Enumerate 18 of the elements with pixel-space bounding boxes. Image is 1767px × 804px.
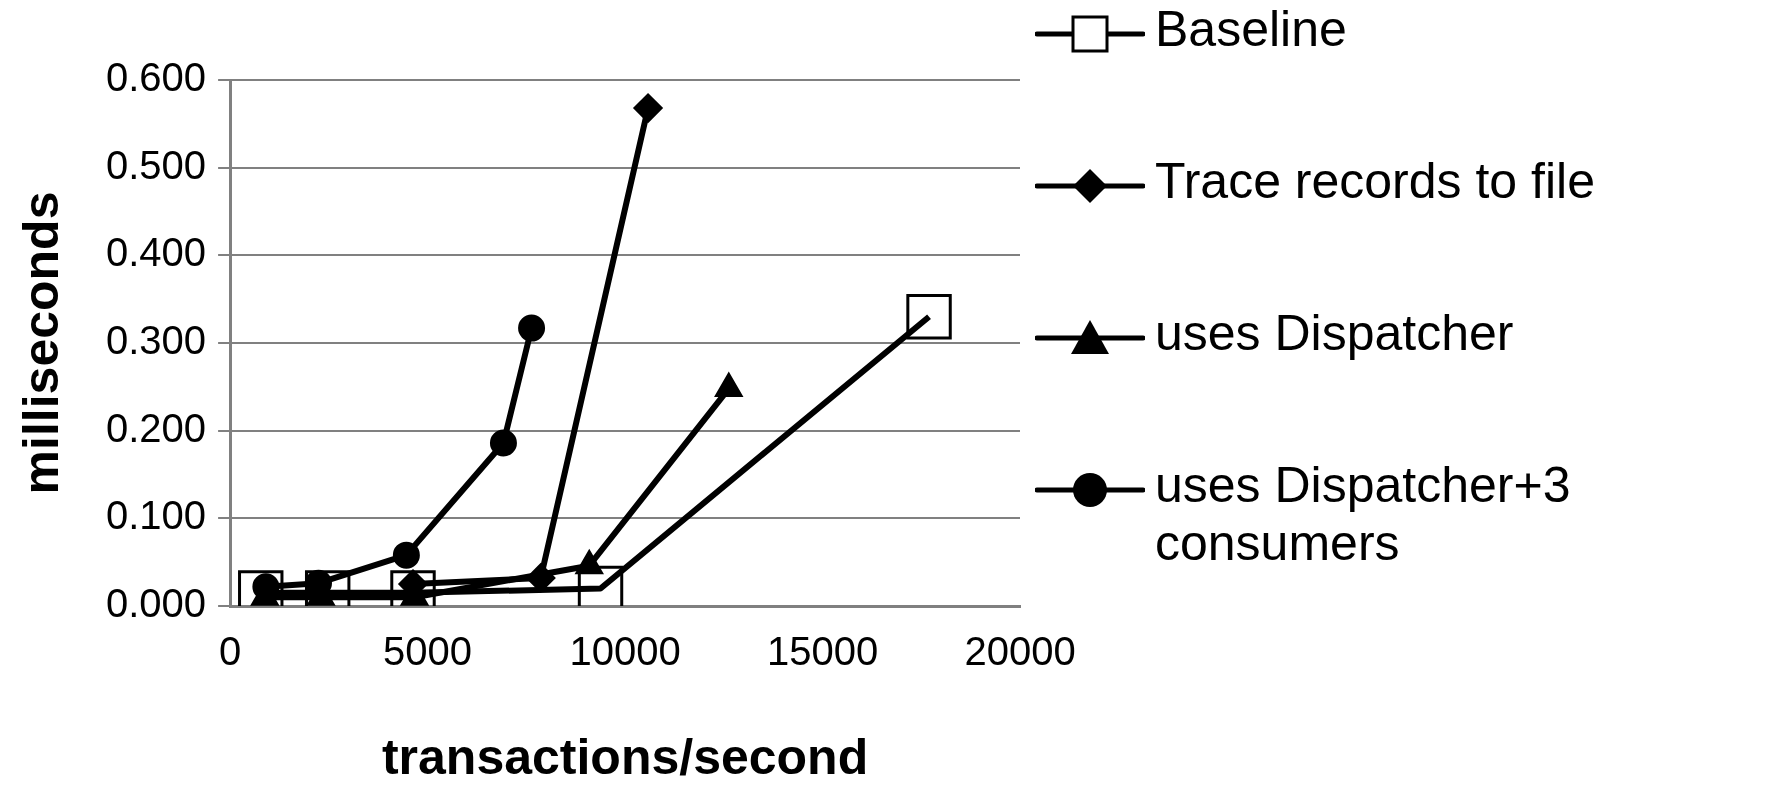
x-tick-label: 10000 — [569, 629, 681, 674]
y-tick-label: 0.600 — [105, 55, 207, 100]
x-tick-label: 20000 — [964, 629, 1076, 674]
legend-label: uses Dispatcher — [1155, 304, 1514, 362]
x-tick-label: 15000 — [766, 629, 879, 674]
x-axis-title: transactions/second — [381, 728, 869, 785]
x-tick-label: 0 — [218, 629, 242, 674]
y-tick-label: 0.300 — [105, 318, 207, 363]
y-axis-title: milliseconds — [12, 191, 69, 495]
legend-label: Trace records to file — [1155, 152, 1595, 210]
y-tick-label: 0.400 — [105, 230, 207, 275]
legend-label: Baseline — [1155, 0, 1347, 58]
legend-label: uses Dispatcher+3 consumers — [1155, 456, 1572, 572]
y-tick-label: 0.100 — [105, 493, 207, 538]
x-tick-label: 5000 — [383, 629, 473, 674]
y-tick-label: 0.200 — [105, 405, 207, 450]
y-tick-label: 0.000 — [105, 581, 207, 626]
y-tick-label: 0.500 — [105, 142, 207, 187]
